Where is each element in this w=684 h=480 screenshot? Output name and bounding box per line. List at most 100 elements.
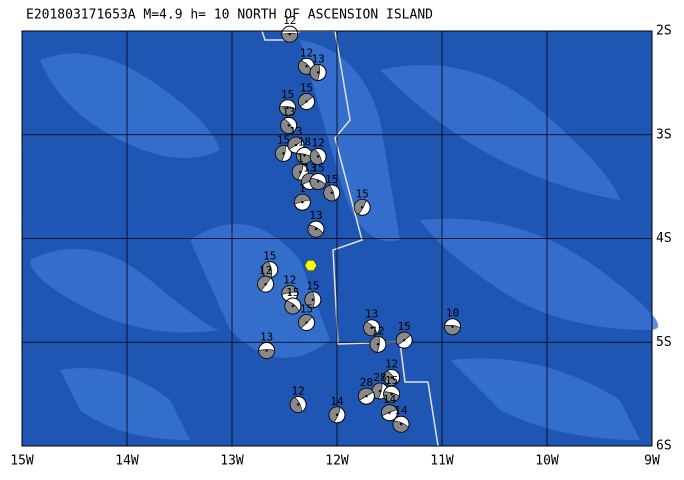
depth-label: 12 xyxy=(292,385,305,398)
beachball-center xyxy=(314,227,318,231)
depth-label: 18 xyxy=(298,136,311,149)
depth-label: 10 xyxy=(446,307,459,320)
beachball-center xyxy=(305,100,308,103)
focal-mechanism xyxy=(383,385,401,403)
beachball-quadrant xyxy=(383,370,397,386)
depth-label: 15 xyxy=(356,187,369,200)
beachball-center xyxy=(316,71,320,74)
beachball-quadrant xyxy=(363,321,378,336)
focal-mechanism xyxy=(392,415,410,433)
lat-label: 2S xyxy=(656,24,672,39)
beachball-quadrant xyxy=(275,145,286,162)
focal-mechanism xyxy=(328,406,346,424)
focal-mechanism xyxy=(261,261,279,279)
beachball-center xyxy=(287,124,290,127)
depth-label: 15 xyxy=(286,286,299,299)
focal-mechanism xyxy=(280,116,298,134)
focal-mechanism xyxy=(381,404,398,422)
beachball-quadrant xyxy=(307,224,324,238)
depth-label: 13 xyxy=(260,331,273,344)
depth-label: 1 xyxy=(297,152,304,165)
focal-mechanism xyxy=(289,396,307,413)
beachball-center xyxy=(305,321,308,324)
focal-mechanism xyxy=(395,331,413,349)
focal-mechanism xyxy=(369,335,387,353)
focal-mechanism xyxy=(281,25,299,43)
depth-label: 15 xyxy=(277,133,290,146)
lon-label: 12W xyxy=(325,454,349,469)
beachball-center xyxy=(288,32,291,36)
depth-label: 15 xyxy=(325,173,338,186)
beachball-quadrant xyxy=(258,349,275,359)
focal-mechanism xyxy=(309,148,327,166)
depth-label: 14 xyxy=(383,393,397,406)
focal-mechanism xyxy=(353,198,371,216)
focal-mechanism xyxy=(304,291,322,309)
beachball-quadrant xyxy=(280,118,294,134)
lon-label: 13W xyxy=(220,454,244,469)
beachball-center xyxy=(370,326,373,329)
lat-label: 6S xyxy=(656,439,672,454)
beachball-center xyxy=(403,338,406,342)
beachball-center xyxy=(303,154,306,157)
lat-label: 5S xyxy=(656,335,672,350)
beachball-quadrant xyxy=(392,420,409,433)
beachball-quadrant xyxy=(309,64,320,81)
lon-label: 10W xyxy=(535,454,559,469)
beachball-center xyxy=(388,411,391,414)
beachball-center xyxy=(296,403,300,406)
beachball-quadrant xyxy=(304,291,315,309)
beachball-center xyxy=(265,349,268,352)
beachball-quadrant xyxy=(383,391,400,403)
focal-mechanism xyxy=(298,93,316,111)
depth-label: 15 xyxy=(311,161,324,174)
frame xyxy=(21,30,653,447)
beachball-center xyxy=(365,395,368,398)
depth-label: 15 xyxy=(398,320,411,333)
beachball-quadrant xyxy=(323,184,335,202)
depth-label: 13 xyxy=(309,209,322,222)
focal-mechanism xyxy=(258,342,276,360)
depth-label: 13 xyxy=(289,125,302,138)
beachball-center xyxy=(376,343,380,346)
depth-label: 12 xyxy=(300,46,313,59)
depth-label: 28 xyxy=(373,371,386,384)
focal-mechanism xyxy=(284,297,302,315)
focal-mechanism xyxy=(357,387,375,405)
beachball-center xyxy=(268,268,271,271)
beachball-center xyxy=(286,106,289,109)
beachball-quadrant xyxy=(296,152,313,164)
depth-label: 13 xyxy=(365,308,378,321)
beachball-center xyxy=(291,304,295,308)
depth-label: 13 xyxy=(303,161,316,174)
beachball-center xyxy=(399,423,403,426)
beachball-center xyxy=(294,143,298,147)
depth-label: 12 xyxy=(259,264,272,277)
focal-mechanism xyxy=(363,319,381,337)
beachball-quadrant xyxy=(298,60,313,75)
beachball-center xyxy=(305,65,308,68)
beachball-quadrant xyxy=(328,406,341,423)
beachball-quadrant xyxy=(309,149,323,165)
depth-label: 15 xyxy=(385,374,398,387)
focal-mechanism xyxy=(287,136,305,154)
depth-label: 12 xyxy=(283,14,296,27)
beachball-center xyxy=(335,413,339,417)
beachball-quadrant xyxy=(291,163,304,180)
depth-label: 12 xyxy=(385,358,398,371)
depth-label: 15 xyxy=(306,280,319,293)
beachball-quadrant xyxy=(279,106,296,117)
depth-label: 15 xyxy=(300,303,313,316)
depth-label: 14 xyxy=(330,395,344,408)
depth-label: 15 xyxy=(263,250,276,263)
depth-label: 12 xyxy=(283,273,296,286)
focal-mechanism xyxy=(274,144,292,162)
depth-label: 15 xyxy=(300,82,313,95)
focal-mechanism xyxy=(279,99,297,117)
beachball-quadrant xyxy=(309,177,326,190)
focal-mechanism xyxy=(323,184,341,202)
depth-label: 28 xyxy=(360,376,373,389)
beachball-center xyxy=(390,392,393,396)
beachball-quadrant xyxy=(289,396,302,413)
